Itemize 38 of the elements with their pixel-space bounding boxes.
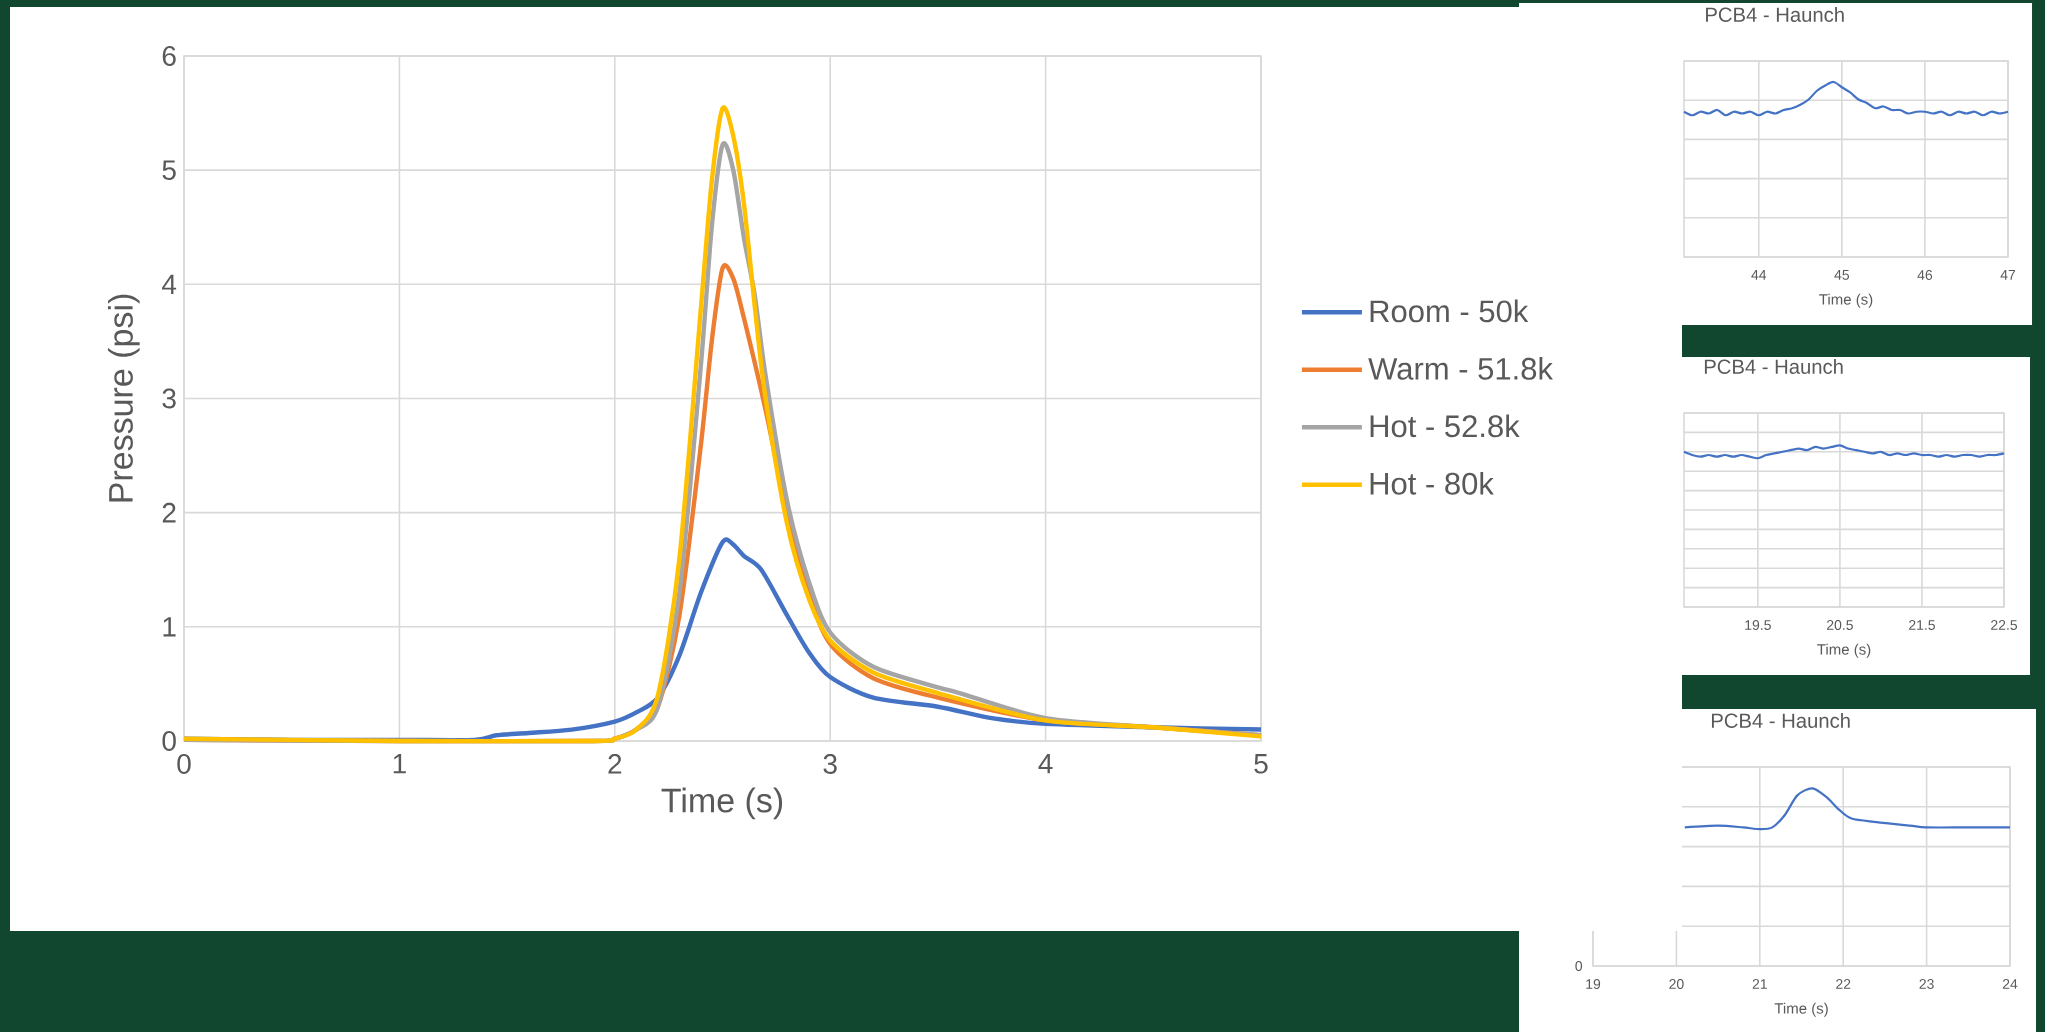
x-tick-label: 20.5 <box>1826 620 1853 630</box>
y-tick-label: 6 <box>162 46 176 66</box>
x-tick-label: 22.5 <box>1991 620 2018 630</box>
y-axis-title: Pressure (psi) <box>107 294 140 502</box>
x-tick-label: 24 <box>2002 979 2018 989</box>
y-tick-label: 0 <box>162 731 176 751</box>
x-tick-label: 22 <box>1836 979 1851 989</box>
x-tick-label: 19.5 <box>1745 620 1771 630</box>
x-axis-title: Time (s) <box>1774 1002 1828 1017</box>
x-tick-label: 3 <box>823 754 837 774</box>
x-tick-label: 45 <box>1834 270 1850 280</box>
chart-title: PCB4 - Haunch <box>1706 7 1844 22</box>
legend-label: Room - 50k <box>1370 299 1529 323</box>
x-tick-label: 1 <box>393 754 406 774</box>
y-tick-label: 2 <box>162 502 176 523</box>
x-axis-title: Time (s) <box>1819 293 1873 308</box>
x-tick-label: 44 <box>1751 270 1767 280</box>
chart-title: PCB4 - Haunch <box>1704 359 1843 374</box>
legend-label: Hot - 52.8k <box>1370 414 1520 438</box>
text: 0 <box>1575 961 1583 971</box>
y-tick-label: 5 <box>162 160 176 180</box>
x-tick-label: 2 <box>608 754 622 774</box>
x-tick-label: 23 <box>1919 979 1934 989</box>
x-tick-label: 4 <box>1038 754 1053 774</box>
x-tick-label: 19 <box>1586 979 1601 989</box>
x-tick-label: 20 <box>1669 979 1684 989</box>
x-tick-label: 46 <box>1917 270 1933 280</box>
y-tick-label: 3 <box>162 388 176 409</box>
x-axis-title: Time (s) <box>1817 643 1871 658</box>
legend-label: Warm - 51.8k <box>1368 357 1553 380</box>
chart-title: PCB4 - Haunch <box>1711 713 1850 728</box>
x-tick-label: 21.5 <box>1909 620 1935 630</box>
x-tick-label: 5 <box>1254 754 1268 774</box>
x-axis-title: Time (s) <box>661 787 783 820</box>
legend-label: Hot - 80k <box>1370 471 1494 495</box>
x-tick-label: 0 <box>177 754 191 774</box>
x-tick-label: 21 <box>1752 979 1767 989</box>
x-tick-label: 47 <box>2000 270 2016 280</box>
